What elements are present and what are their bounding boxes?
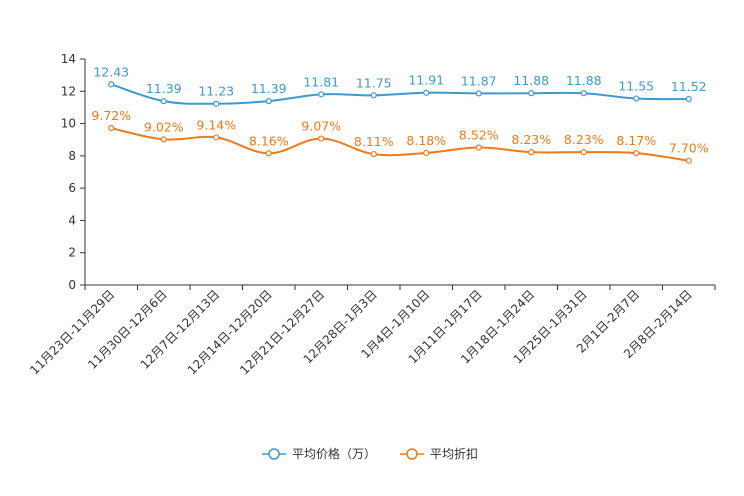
data-label: 7.70% (669, 141, 709, 156)
data-point (633, 150, 640, 157)
data-point (685, 157, 692, 164)
data-point (370, 92, 377, 99)
data-point (318, 91, 325, 98)
data-label: 11.88 (566, 73, 602, 88)
data-label: 11.87 (461, 73, 497, 88)
legend[interactable]: 平均价格（万） 平均折扣 (262, 446, 478, 461)
series-layer: 12.43 11.39 11.23 11.39 11.81 11.75 11.91 11.87… (91, 64, 709, 164)
data-point (423, 89, 430, 96)
y-tick-label: 8 (68, 149, 76, 163)
data-label: 8.18% (406, 133, 446, 148)
legend-label: 平均价格（万） (292, 446, 376, 461)
data-point (685, 95, 692, 103)
data-label: 8.23% (564, 132, 604, 147)
y-tick-label: 14 (61, 52, 76, 66)
series-line-2 (111, 127, 689, 162)
data-label: 11.91 (408, 73, 444, 88)
legend-marker-icon (406, 448, 418, 460)
y-tick-label: 0 (68, 278, 76, 292)
data-point (423, 149, 430, 157)
y-tick-label: 10 (61, 117, 76, 131)
data-label: 11.52 (671, 79, 707, 94)
data-label: 8.17% (616, 133, 656, 148)
data-label: 11.39 (146, 81, 182, 96)
series-line-1 (110, 83, 689, 105)
data-point (108, 81, 115, 88)
data-label: 8.23% (511, 132, 551, 147)
data-point (160, 136, 167, 143)
data-point (318, 135, 325, 142)
data-point (528, 90, 535, 97)
legend-item-2[interactable]: 平均折扣 (400, 446, 478, 461)
data-label: 11.55 (618, 79, 654, 94)
data-point (213, 100, 220, 107)
legend-item-1[interactable]: 平均价格（万） (262, 446, 376, 461)
data-label: 11.39 (251, 81, 287, 96)
data-point (475, 144, 482, 151)
legend-marker-icon (268, 448, 280, 460)
data-label: 11.81 (303, 74, 339, 89)
x-tick-label: 11月23日-11月29日 (27, 287, 117, 377)
data-label: 8.52% (459, 127, 499, 142)
data-point (528, 149, 535, 156)
data-point (265, 98, 272, 105)
data-point (370, 150, 377, 158)
data-label: 9.14% (196, 117, 236, 132)
y-tick-label: 2 (68, 246, 76, 260)
data-point (265, 150, 272, 157)
data-label: 8.11% (354, 134, 394, 149)
data-label: 9.02% (144, 119, 184, 134)
data-point (580, 90, 587, 97)
data-label: 11.88 (513, 73, 549, 88)
data-label: 9.72% (91, 108, 131, 123)
data-point (213, 134, 220, 141)
y-tick-label: 6 (68, 181, 76, 195)
data-point (160, 98, 167, 105)
data-label: 8.16% (249, 133, 289, 148)
data-label: 9.07% (301, 119, 341, 134)
data-label: 12.43 (93, 64, 129, 79)
data-point (580, 149, 587, 156)
y-tick-label: 4 (68, 213, 76, 227)
legend-label: 平均折扣 (430, 446, 478, 461)
data-point (475, 90, 482, 97)
data-point (633, 95, 640, 102)
axes: 0246810121411月23日-11月29日11月30日-12月6日12月7… (27, 52, 716, 377)
data-label: 11.75 (356, 75, 392, 90)
data-point (108, 124, 115, 132)
data-label: 11.23 (198, 84, 234, 99)
y-tick-label: 12 (61, 84, 76, 98)
